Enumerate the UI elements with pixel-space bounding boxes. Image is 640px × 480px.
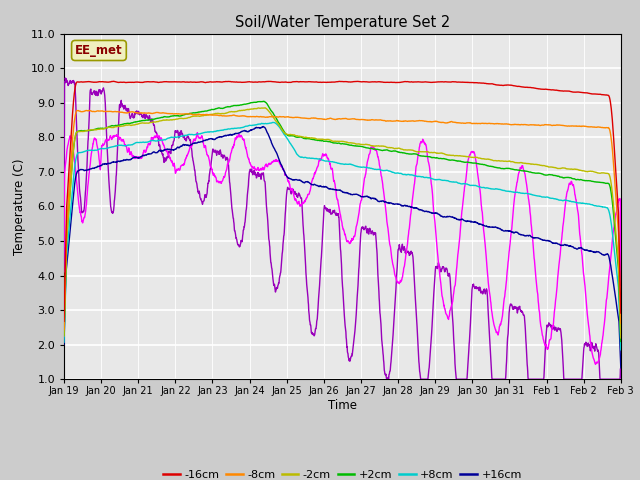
X-axis label: Time: Time: [328, 399, 357, 412]
Title: Soil/Water Temperature Set 2: Soil/Water Temperature Set 2: [235, 15, 450, 30]
Y-axis label: Temperature (C): Temperature (C): [13, 158, 26, 255]
Text: EE_met: EE_met: [75, 44, 123, 57]
